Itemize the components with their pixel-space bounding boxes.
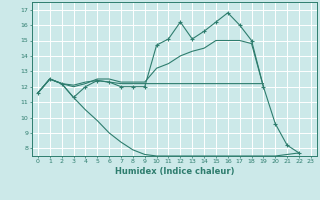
X-axis label: Humidex (Indice chaleur): Humidex (Indice chaleur) (115, 167, 234, 176)
